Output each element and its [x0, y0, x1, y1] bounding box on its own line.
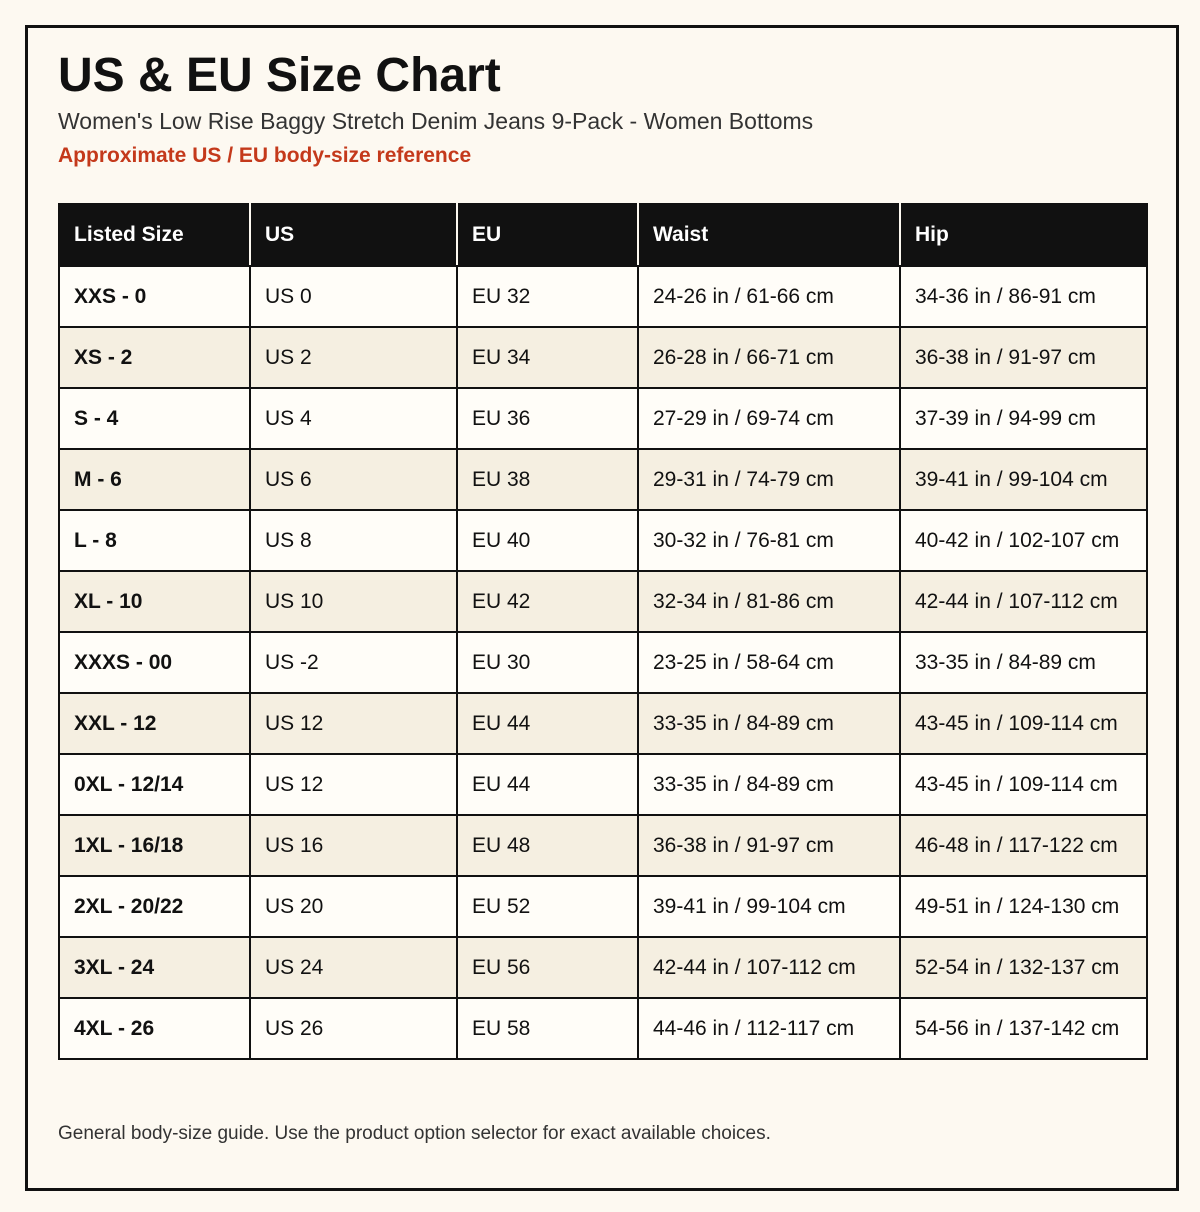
listed-size-cell: L - 8 [58, 509, 251, 572]
waist-cell: 44-46 in / 112-117 cm [637, 997, 901, 1060]
us-size-cell: US 12 [249, 692, 458, 755]
size-table: Listed Size US EU Waist Hip XXS - 0 US 0… [58, 203, 1148, 1060]
us-size-cell: US -2 [249, 631, 458, 694]
us-size-cell: US 20 [249, 875, 458, 938]
table-header-row: Listed Size US EU Waist Hip [58, 203, 1148, 267]
hip-cell: 52-54 in / 132-137 cm [899, 936, 1148, 999]
listed-size-cell: 4XL - 26 [58, 997, 251, 1060]
hip-cell: 42-44 in / 107-112 cm [899, 570, 1148, 633]
us-size-cell: US 24 [249, 936, 458, 999]
column-header-listed-size: Listed Size [58, 203, 251, 267]
table-row: 4XL - 26 US 26 EU 58 44-46 in / 112-117 … [58, 997, 1148, 1060]
us-size-cell: US 16 [249, 814, 458, 877]
hip-cell: 49-51 in / 124-130 cm [899, 875, 1148, 938]
us-size-cell: US 12 [249, 753, 458, 816]
hip-cell: 40-42 in / 102-107 cm [899, 509, 1148, 572]
waist-cell: 39-41 in / 99-104 cm [637, 875, 901, 938]
listed-size-cell: XL - 10 [58, 570, 251, 633]
waist-cell: 24-26 in / 61-66 cm [637, 265, 901, 328]
listed-size-cell: 0XL - 12/14 [58, 753, 251, 816]
table-row: 1XL - 16/18 US 16 EU 48 36-38 in / 91-97… [58, 814, 1148, 877]
listed-size-cell: XXS - 0 [58, 265, 251, 328]
hip-cell: 39-41 in / 99-104 cm [899, 448, 1148, 511]
eu-size-cell: EU 52 [456, 875, 639, 938]
waist-cell: 42-44 in / 107-112 cm [637, 936, 901, 999]
us-size-cell: US 10 [249, 570, 458, 633]
hip-cell: 43-45 in / 109-114 cm [899, 692, 1148, 755]
table-row: XXL - 12 US 12 EU 44 33-35 in / 84-89 cm… [58, 692, 1148, 755]
waist-cell: 32-34 in / 81-86 cm [637, 570, 901, 633]
waist-cell: 33-35 in / 84-89 cm [637, 753, 901, 816]
waist-cell: 27-29 in / 69-74 cm [637, 387, 901, 450]
table-row: XL - 10 US 10 EU 42 32-34 in / 81-86 cm … [58, 570, 1148, 633]
column-header-us: US [249, 203, 458, 267]
footer-note: General body-size guide. Use the product… [58, 1123, 771, 1144]
us-size-cell: US 2 [249, 326, 458, 389]
eu-size-cell: EU 38 [456, 448, 639, 511]
listed-size-cell: 2XL - 20/22 [58, 875, 251, 938]
table-row: XS - 2 US 2 EU 34 26-28 in / 66-71 cm 36… [58, 326, 1148, 389]
hip-cell: 54-56 in / 137-142 cm [899, 997, 1148, 1060]
listed-size-cell: 1XL - 16/18 [58, 814, 251, 877]
listed-size-cell: S - 4 [58, 387, 251, 450]
listed-size-cell: XXL - 12 [58, 692, 251, 755]
us-size-cell: US 4 [249, 387, 458, 450]
table-row: M - 6 US 6 EU 38 29-31 in / 74-79 cm 39-… [58, 448, 1148, 511]
table-row: 2XL - 20/22 US 20 EU 52 39-41 in / 99-10… [58, 875, 1148, 938]
eu-size-cell: EU 58 [456, 997, 639, 1060]
eu-size-cell: EU 36 [456, 387, 639, 450]
product-subtitle: Women's Low Rise Baggy Stretch Denim Jea… [58, 108, 814, 134]
us-size-cell: US 6 [249, 448, 458, 511]
eu-size-cell: EU 44 [456, 692, 639, 755]
waist-cell: 30-32 in / 76-81 cm [637, 509, 901, 572]
waist-cell: 33-35 in / 84-89 cm [637, 692, 901, 755]
hip-cell: 37-39 in / 94-99 cm [899, 387, 1148, 450]
eu-size-cell: EU 40 [456, 509, 639, 572]
us-size-cell: US 8 [249, 509, 458, 572]
column-header-hip: Hip [899, 203, 1148, 267]
table-row: 3XL - 24 US 24 EU 56 42-44 in / 107-112 … [58, 936, 1148, 999]
eu-size-cell: EU 48 [456, 814, 639, 877]
table-row: L - 8 US 8 EU 40 30-32 in / 76-81 cm 40-… [58, 509, 1148, 572]
hip-cell: 34-36 in / 86-91 cm [899, 265, 1148, 328]
reference-note: Approximate US / EU body-size reference [58, 144, 472, 167]
hip-cell: 36-38 in / 91-97 cm [899, 326, 1148, 389]
table-row: XXXS - 00 US -2 EU 30 23-25 in / 58-64 c… [58, 631, 1148, 694]
waist-cell: 23-25 in / 58-64 cm [637, 631, 901, 694]
page-title: US & EU Size Chart [58, 49, 501, 102]
eu-size-cell: EU 32 [456, 265, 639, 328]
listed-size-cell: M - 6 [58, 448, 251, 511]
table-row: S - 4 US 4 EU 36 27-29 in / 69-74 cm 37-… [58, 387, 1148, 450]
eu-size-cell: EU 44 [456, 753, 639, 816]
hip-cell: 33-35 in / 84-89 cm [899, 631, 1148, 694]
listed-size-cell: XXXS - 00 [58, 631, 251, 694]
column-header-waist: Waist [637, 203, 901, 267]
hip-cell: 43-45 in / 109-114 cm [899, 753, 1148, 816]
listed-size-cell: 3XL - 24 [58, 936, 251, 999]
eu-size-cell: EU 34 [456, 326, 639, 389]
eu-size-cell: EU 30 [456, 631, 639, 694]
us-size-cell: US 0 [249, 265, 458, 328]
table-row: XXS - 0 US 0 EU 32 24-26 in / 61-66 cm 3… [58, 265, 1148, 328]
listed-size-cell: XS - 2 [58, 326, 251, 389]
us-size-cell: US 26 [249, 997, 458, 1060]
table-row: 0XL - 12/14 US 12 EU 44 33-35 in / 84-89… [58, 753, 1148, 816]
column-header-eu: EU [456, 203, 639, 267]
waist-cell: 36-38 in / 91-97 cm [637, 814, 901, 877]
eu-size-cell: EU 56 [456, 936, 639, 999]
hip-cell: 46-48 in / 117-122 cm [899, 814, 1148, 877]
waist-cell: 26-28 in / 66-71 cm [637, 326, 901, 389]
waist-cell: 29-31 in / 74-79 cm [637, 448, 901, 511]
eu-size-cell: EU 42 [456, 570, 639, 633]
size-chart-card: US & EU Size Chart Women's Low Rise Bagg… [25, 25, 1179, 1191]
